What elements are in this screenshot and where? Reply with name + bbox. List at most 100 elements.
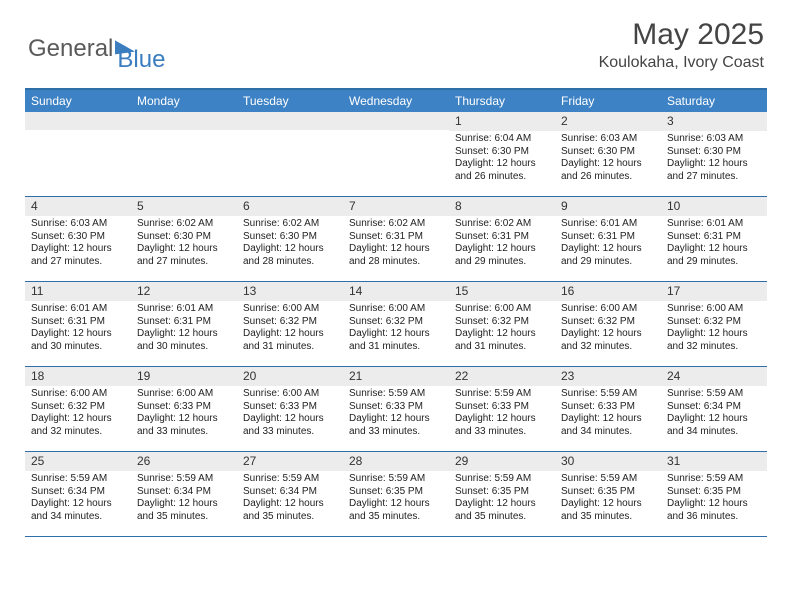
cell-line: Sunrise: 6:00 AM [667,303,761,316]
cell-body: Sunrise: 6:00 AMSunset: 6:32 PMDaylight:… [661,301,767,357]
calendar-cell: 11Sunrise: 6:01 AMSunset: 6:31 PMDayligh… [25,282,131,366]
cell-line: Sunrise: 5:59 AM [31,473,125,486]
cell-line: Sunrise: 5:59 AM [667,473,761,486]
calendar-cell: 30Sunrise: 5:59 AMSunset: 6:35 PMDayligh… [555,452,661,536]
cell-line: and 32 minutes. [561,341,655,354]
calendar-cell: 10Sunrise: 6:01 AMSunset: 6:31 PMDayligh… [661,197,767,281]
cell-body: Sunrise: 6:00 AMSunset: 6:32 PMDaylight:… [237,301,343,357]
cell-line: Daylight: 12 hours [243,413,337,426]
cell-line: Sunset: 6:30 PM [137,231,231,244]
week-row: 18Sunrise: 6:00 AMSunset: 6:32 PMDayligh… [25,367,767,452]
cell-line: Daylight: 12 hours [667,158,761,171]
cell-line: Daylight: 12 hours [667,498,761,511]
cell-line: Daylight: 12 hours [137,413,231,426]
calendar-cell: 4Sunrise: 6:03 AMSunset: 6:30 PMDaylight… [25,197,131,281]
day-number: 9 [555,197,661,216]
cell-line: Sunset: 6:30 PM [667,146,761,159]
calendar-cell: 20Sunrise: 6:00 AMSunset: 6:33 PMDayligh… [237,367,343,451]
cell-body [237,130,343,190]
cell-line: Sunset: 6:33 PM [137,401,231,414]
cell-line: Sunset: 6:31 PM [349,231,443,244]
cell-line: and 31 minutes. [455,341,549,354]
calendar-cell: 29Sunrise: 5:59 AMSunset: 6:35 PMDayligh… [449,452,555,536]
cell-body: Sunrise: 5:59 AMSunset: 6:35 PMDaylight:… [555,471,661,527]
cell-line: and 29 minutes. [561,256,655,269]
cell-body: Sunrise: 5:59 AMSunset: 6:35 PMDaylight:… [449,471,555,527]
page-title: May 2025 [599,18,764,52]
cell-body: Sunrise: 5:59 AMSunset: 6:34 PMDaylight:… [25,471,131,527]
day-number: 27 [237,452,343,471]
cell-body: Sunrise: 5:59 AMSunset: 6:33 PMDaylight:… [449,386,555,442]
logo-text-general: General [28,35,113,63]
cell-line: Sunrise: 5:59 AM [349,388,443,401]
cell-line: and 26 minutes. [455,171,549,184]
cell-line: Daylight: 12 hours [455,413,549,426]
day-number: 7 [343,197,449,216]
cell-line: and 27 minutes. [667,171,761,184]
cell-line: Daylight: 12 hours [455,243,549,256]
cell-line: Daylight: 12 hours [561,328,655,341]
cell-line: Sunset: 6:32 PM [667,316,761,329]
cell-line: Daylight: 12 hours [667,243,761,256]
calendar-cell: 5Sunrise: 6:02 AMSunset: 6:30 PMDaylight… [131,197,237,281]
cell-line: Sunset: 6:32 PM [243,316,337,329]
cell-body: Sunrise: 5:59 AMSunset: 6:33 PMDaylight:… [555,386,661,442]
day-number [25,112,131,130]
cell-line: and 30 minutes. [31,341,125,354]
day-number: 24 [661,367,767,386]
cell-line: and 34 minutes. [667,426,761,439]
cell-line: Sunrise: 5:59 AM [667,388,761,401]
cell-body: Sunrise: 5:59 AMSunset: 6:34 PMDaylight:… [131,471,237,527]
location-subtitle: Koulokaha, Ivory Coast [599,54,764,72]
cell-body: Sunrise: 6:00 AMSunset: 6:33 PMDaylight:… [237,386,343,442]
cell-line: and 29 minutes. [667,256,761,269]
calendar-cell: 9Sunrise: 6:01 AMSunset: 6:31 PMDaylight… [555,197,661,281]
cell-line: and 28 minutes. [349,256,443,269]
cell-body: Sunrise: 6:01 AMSunset: 6:31 PMDaylight:… [131,301,237,357]
dayheader: Monday [131,90,237,112]
calendar: SundayMondayTuesdayWednesdayThursdayFrid… [25,88,767,537]
calendar-cell: 26Sunrise: 5:59 AMSunset: 6:34 PMDayligh… [131,452,237,536]
cell-line: and 27 minutes. [137,256,231,269]
day-number: 18 [25,367,131,386]
day-number: 23 [555,367,661,386]
cell-line: Daylight: 12 hours [31,328,125,341]
day-number: 19 [131,367,237,386]
week-row: 1Sunrise: 6:04 AMSunset: 6:30 PMDaylight… [25,112,767,197]
cell-body: Sunrise: 6:01 AMSunset: 6:31 PMDaylight:… [661,216,767,272]
cell-body: Sunrise: 6:02 AMSunset: 6:30 PMDaylight:… [131,216,237,272]
day-number: 30 [555,452,661,471]
cell-line: Daylight: 12 hours [561,158,655,171]
cell-line: Daylight: 12 hours [31,243,125,256]
day-number [237,112,343,130]
calendar-cell: 2Sunrise: 6:03 AMSunset: 6:30 PMDaylight… [555,112,661,196]
cell-line: Sunset: 6:33 PM [561,401,655,414]
day-number: 25 [25,452,131,471]
cell-line: Sunrise: 6:03 AM [31,218,125,231]
dayheader: Saturday [661,90,767,112]
dayheader: Wednesday [343,90,449,112]
calendar-cell: 24Sunrise: 5:59 AMSunset: 6:34 PMDayligh… [661,367,767,451]
cell-line: Daylight: 12 hours [137,498,231,511]
cell-line: Daylight: 12 hours [349,328,443,341]
calendar-cell: 7Sunrise: 6:02 AMSunset: 6:31 PMDaylight… [343,197,449,281]
cell-line: Daylight: 12 hours [561,243,655,256]
cell-body: Sunrise: 6:02 AMSunset: 6:30 PMDaylight:… [237,216,343,272]
day-number: 11 [25,282,131,301]
cell-line: Daylight: 12 hours [349,413,443,426]
cell-line: Sunset: 6:35 PM [349,486,443,499]
cell-line: and 34 minutes. [561,426,655,439]
logo-triangle-icon [115,38,135,55]
cell-line: Sunset: 6:35 PM [455,486,549,499]
cell-line: Sunset: 6:34 PM [667,401,761,414]
cell-line: Sunrise: 6:00 AM [137,388,231,401]
cell-line: Sunrise: 5:59 AM [561,388,655,401]
cell-line: Sunset: 6:35 PM [667,486,761,499]
calendar-cell: 27Sunrise: 5:59 AMSunset: 6:34 PMDayligh… [237,452,343,536]
cell-line: Sunset: 6:33 PM [455,401,549,414]
cell-body [343,130,449,190]
cell-line: Sunset: 6:32 PM [455,316,549,329]
cell-line: and 34 minutes. [31,511,125,524]
cell-line: Sunset: 6:30 PM [243,231,337,244]
day-number: 2 [555,112,661,131]
